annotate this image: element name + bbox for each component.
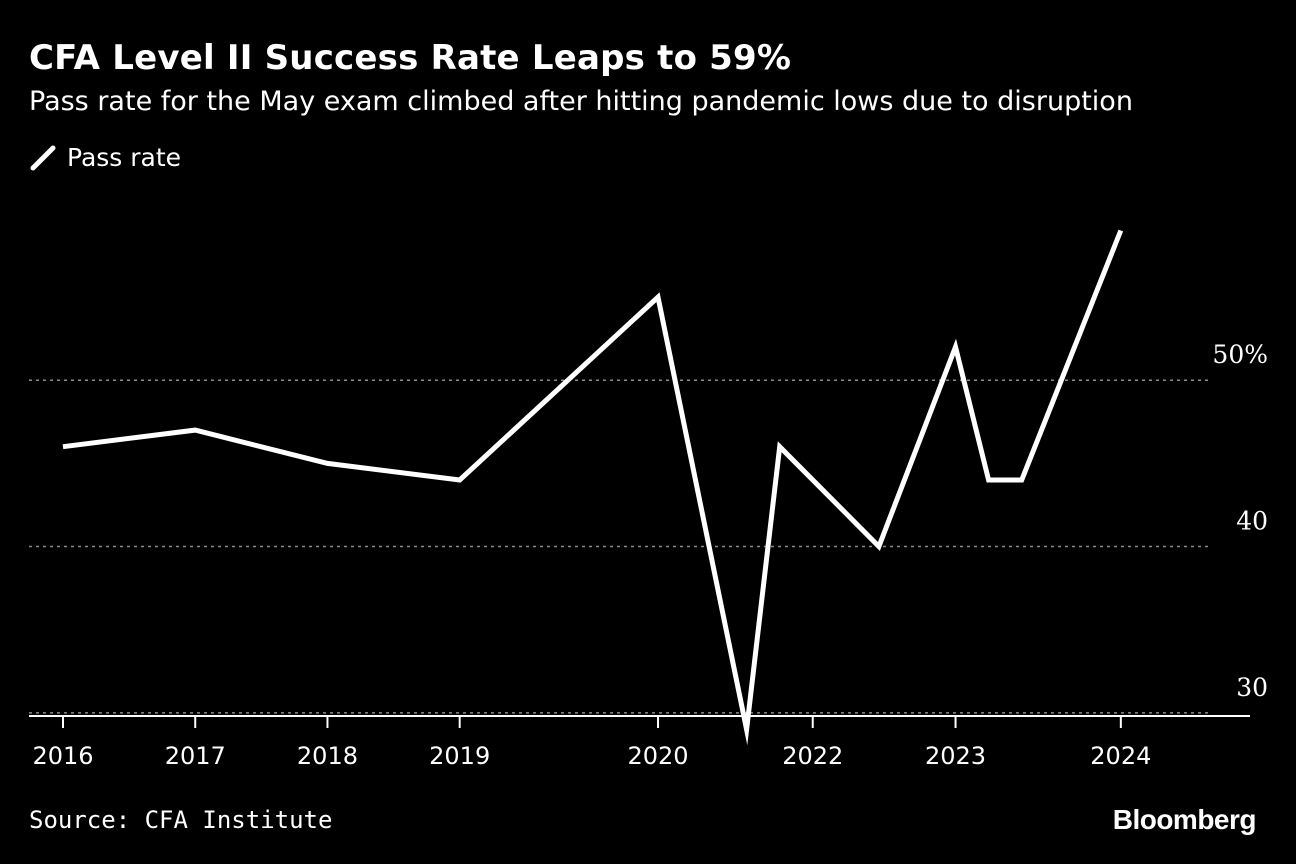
y-tick-label-50: 50%	[1212, 340, 1268, 369]
chart-subtitle: Pass rate for the May exam climbed after…	[29, 86, 1133, 117]
chart-title: CFA Level II Success Rate Leaps to 59%	[29, 38, 792, 78]
x-tick-label-2022: 2022	[782, 742, 843, 770]
x-tick-label-2019: 2019	[429, 742, 490, 770]
x-tick-label-2020: 2020	[627, 742, 688, 770]
series-line-pass-rate	[62, 229, 1124, 746]
series-layer	[62, 229, 1124, 746]
x-tick-label-2016: 2016	[32, 742, 93, 770]
x-tick-label-2018: 2018	[297, 742, 358, 770]
legend-label: Pass rate	[67, 142, 182, 172]
legend: Pass rate	[29, 142, 181, 172]
grid-layer: 30 40 50%	[29, 340, 1268, 714]
bloomberg-logo: Bloomberg	[1112, 804, 1257, 835]
line-swatch-icon	[30, 145, 56, 171]
x-tick-label-2023: 2023	[925, 742, 986, 770]
x-tick-label-2017: 2017	[165, 742, 226, 770]
x-tick-label-2024: 2024	[1090, 742, 1151, 770]
y-tick-label-30: 30	[1236, 673, 1268, 702]
x-axis: 2016 2017 2018 2019 2020 2022 2023 2024	[29, 715, 1250, 770]
y-tick-label-40: 40	[1236, 507, 1268, 536]
source-note: Source: CFA Institute	[29, 806, 333, 834]
